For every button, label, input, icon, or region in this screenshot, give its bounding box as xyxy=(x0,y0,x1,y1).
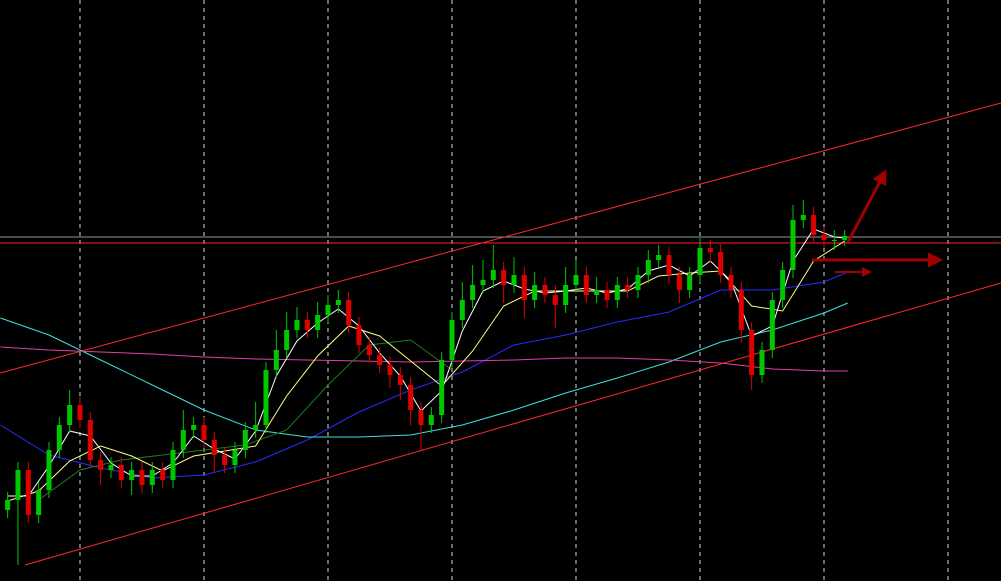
candles xyxy=(5,200,848,565)
candle-body xyxy=(470,285,476,300)
candle-body xyxy=(604,290,610,300)
candle-body xyxy=(614,285,620,300)
candle-body xyxy=(273,350,279,370)
candle-body xyxy=(15,470,21,500)
candle-body xyxy=(253,425,259,430)
candle-body xyxy=(263,370,269,425)
candle-body xyxy=(594,290,600,295)
candle-body xyxy=(77,405,83,420)
candle-body xyxy=(191,425,197,430)
candle-body xyxy=(821,235,827,240)
candle-body xyxy=(325,305,331,315)
candle-body xyxy=(511,275,517,285)
candle-body xyxy=(5,500,11,510)
candle-body xyxy=(707,248,713,252)
candle-body xyxy=(697,248,703,275)
candle-body xyxy=(160,470,166,480)
candle-body xyxy=(397,375,403,385)
candle-body xyxy=(625,285,631,290)
candle-body xyxy=(769,300,775,350)
candle-body xyxy=(687,275,693,290)
candle-body xyxy=(25,470,31,515)
candle-body xyxy=(304,320,310,330)
candle-body xyxy=(46,450,52,490)
candle-body xyxy=(583,275,589,295)
candle-body xyxy=(501,270,507,285)
candle-body xyxy=(780,270,786,300)
candle-body xyxy=(666,255,672,275)
candle-body xyxy=(377,355,383,365)
candle-body xyxy=(366,345,372,355)
candle-body xyxy=(408,385,414,410)
candle-body xyxy=(36,490,42,515)
candle-body xyxy=(356,325,362,345)
trend-line xyxy=(0,102,1001,374)
moving-average xyxy=(7,240,845,502)
candle-body xyxy=(108,465,114,470)
candle-body xyxy=(718,252,724,275)
candle-body xyxy=(98,460,104,470)
candle-body xyxy=(439,360,445,415)
candle-body xyxy=(728,275,734,290)
candle-body xyxy=(645,260,651,275)
candle-body xyxy=(201,425,207,440)
candle-body xyxy=(428,415,434,425)
candle-body xyxy=(211,440,217,455)
candle-body xyxy=(87,420,93,460)
annotations xyxy=(812,169,943,277)
candle-body xyxy=(738,290,744,330)
candle-body xyxy=(532,285,538,300)
candle-body xyxy=(521,275,527,300)
candle-body xyxy=(418,410,424,425)
trend-line xyxy=(24,282,1001,566)
candle-body xyxy=(315,315,321,330)
candle-body xyxy=(242,430,248,450)
moving-average xyxy=(0,302,848,438)
candle-body xyxy=(222,455,228,465)
candle-body xyxy=(542,285,548,295)
candle-body xyxy=(842,236,848,240)
candle-body xyxy=(129,470,135,480)
candle-body xyxy=(387,365,393,375)
candle-body xyxy=(346,300,352,325)
candle-body xyxy=(490,270,496,280)
candle-body xyxy=(573,275,579,285)
candle-body xyxy=(749,330,755,375)
candle-body xyxy=(149,470,155,485)
arrow-up xyxy=(846,169,887,243)
candle-body xyxy=(831,240,837,241)
candle-body xyxy=(170,450,176,480)
candle-body xyxy=(118,465,124,480)
candle-body xyxy=(56,425,62,450)
candle-body xyxy=(335,300,341,305)
candle-body xyxy=(676,275,682,290)
candle-body xyxy=(67,405,73,425)
candle-body xyxy=(232,450,238,465)
candle-body xyxy=(180,430,186,450)
candle-body xyxy=(759,350,765,375)
candle-body xyxy=(811,215,817,235)
candle-body xyxy=(563,285,569,305)
candle-body xyxy=(635,275,641,290)
candle-body xyxy=(552,295,558,305)
candle-body xyxy=(294,320,300,330)
candle-body xyxy=(449,320,455,360)
candle-body xyxy=(800,215,806,220)
moving-average xyxy=(0,346,848,372)
candle-body xyxy=(790,220,796,270)
candle-body xyxy=(480,280,486,285)
candle-body xyxy=(284,330,290,350)
moving-average xyxy=(7,228,845,497)
candle-body xyxy=(656,255,662,260)
candle-body xyxy=(139,470,145,485)
candle-body xyxy=(459,300,465,320)
